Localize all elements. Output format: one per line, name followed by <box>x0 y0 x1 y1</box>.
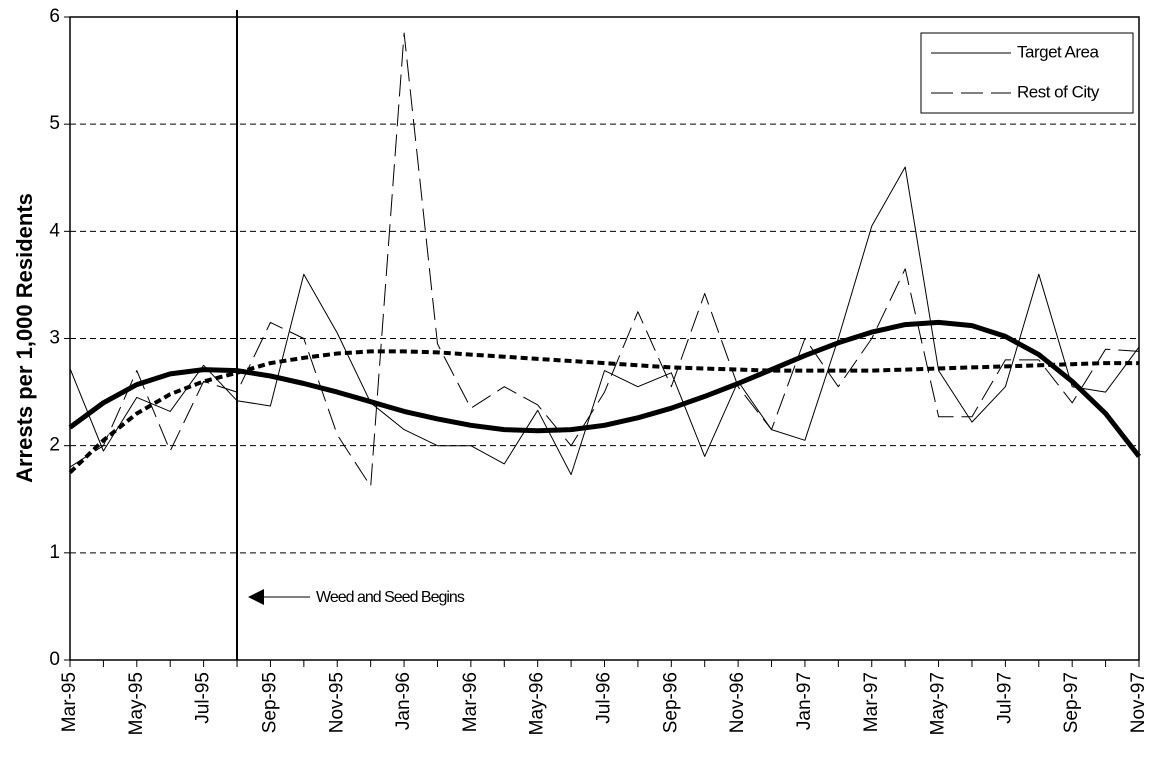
y-tick-label: 4 <box>49 220 60 241</box>
y-tick-label: 3 <box>49 328 60 349</box>
x-tick-label: Jul-95 <box>193 672 214 724</box>
x-tick-label: Nov-96 <box>727 672 748 733</box>
x-tick-label: Jan-97 <box>794 672 815 730</box>
x-tick-label: Mar-96 <box>460 672 481 732</box>
annotation: Weed and Seed Begins <box>316 589 465 606</box>
legend-label: Rest of City <box>1017 82 1100 101</box>
arrow-head <box>248 589 264 605</box>
x-tick-label: May-95 <box>126 672 147 735</box>
data-line <box>69 166 1140 476</box>
x-tick-label: Nov-97 <box>1128 672 1149 733</box>
x-tick-label: Mar-95 <box>59 672 80 732</box>
y-tick-label: 6 <box>49 6 60 27</box>
y-tick-label: 0 <box>49 649 60 670</box>
y-tick-label: 2 <box>49 435 60 456</box>
trend-line <box>68 349 1139 474</box>
x-tick-label: Sep-96 <box>660 672 681 733</box>
trend-line <box>68 319 1141 458</box>
x-tick-label: Sep-95 <box>259 672 280 733</box>
legend-label: Target Area <box>1017 42 1099 61</box>
x-tick-label: Mar-97 <box>861 672 882 732</box>
y-tick-label: 5 <box>49 113 60 134</box>
x-tick-label: May-97 <box>928 672 949 735</box>
y-tick-label: 1 <box>49 542 60 563</box>
x-tick-label: Jan-96 <box>393 672 414 730</box>
legend-box <box>920 32 1134 114</box>
x-tick-label: Jul-97 <box>994 672 1015 724</box>
x-tick-label: Nov-95 <box>326 672 347 733</box>
x-tick-label: Sep-97 <box>1061 672 1082 733</box>
x-tick-label: May-96 <box>527 672 548 735</box>
x-tick-label: Jul-96 <box>594 672 615 724</box>
y-axis-label: Arrests per 1,000 Residents <box>12 193 37 483</box>
